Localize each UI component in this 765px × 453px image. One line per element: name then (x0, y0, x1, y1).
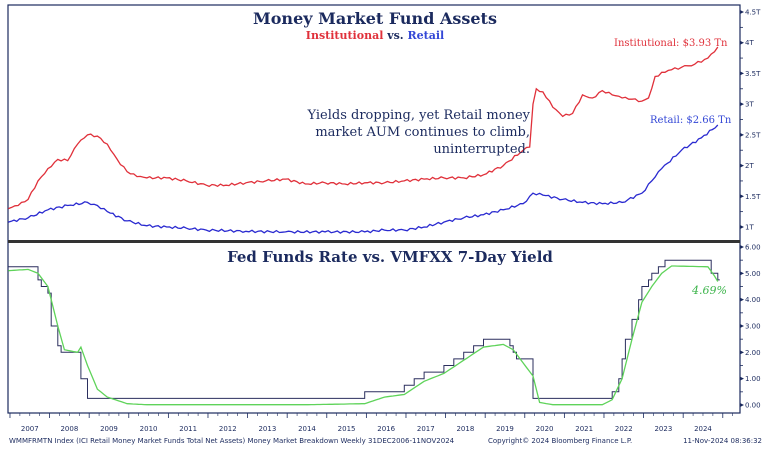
x-tick-label: 2008 (60, 425, 78, 433)
x-tick-label: 2019 (496, 425, 514, 433)
y-tick-label: 3T (745, 101, 754, 109)
footer-timestamp: 11-Nov-2024 08:36:32 (683, 437, 762, 445)
x-tick-label: 2015 (338, 425, 356, 433)
top-chart-title: Money Market Fund Assets (253, 9, 497, 28)
plot-frame (7, 4, 741, 414)
y-tick-mark (740, 40, 744, 45)
y-tick-mark (740, 403, 744, 407)
x-tick-label: 2014 (298, 425, 316, 433)
y-tick-label: 1T (745, 224, 754, 232)
retail-value-label: Retail: $2.66 Tn (650, 115, 732, 126)
y-tick-label: 2T (745, 162, 754, 170)
x-tick-label: 2024 (694, 425, 712, 433)
x-tick-label: 2009 (100, 425, 118, 433)
x-tick-label: 2017 (417, 425, 435, 433)
x-tick-label: 2023 (654, 425, 672, 433)
series-line-vmfxx-7-day-yield (8, 265, 719, 406)
x-tick-label: 2018 (456, 425, 474, 433)
y-tick-mark (740, 324, 744, 328)
y-tick-label: 2.00 (745, 349, 761, 357)
y-tick-mark (740, 376, 744, 381)
subtitle-retail: Retail (407, 29, 445, 42)
subtitle-institutional: Institutional (305, 29, 384, 42)
y-tick-mark (740, 71, 744, 76)
y-tick-label: 5.00 (745, 270, 761, 278)
y-tick-label: 4T (745, 39, 754, 47)
x-tick-label: 2007 (21, 425, 39, 433)
x-tick-label: 2013 (258, 425, 276, 433)
y-tick-mark (740, 194, 744, 199)
annotation-text: Yields dropping, yet Retail money market… (307, 108, 530, 157)
y-tick-label: 6.00 (745, 244, 761, 252)
x-tick-label: 2022 (615, 425, 633, 433)
footer-source: WMMFRMTN Index (ICI Retail Money Market … (9, 437, 455, 445)
y-tick-label: 3.00 (745, 323, 761, 331)
x-tick-label: 2020 (536, 425, 554, 433)
y-tick-mark (740, 163, 744, 168)
y-tick-label: 1.5T (745, 193, 761, 201)
footer-copyright: Copyright© 2024 Bloomberg Finance L.P. (488, 437, 633, 445)
y-tick-mark (740, 10, 744, 14)
y-tick-label: 0.00 (745, 402, 761, 410)
x-tick-label: 2012 (219, 425, 237, 433)
subtitle-vs: vs. (387, 29, 404, 42)
y-tick-label: 4.00 (745, 296, 761, 304)
y-tick-label: 2.5T (745, 131, 761, 139)
series-line-fed-funds-rate (8, 259, 720, 399)
vmfxx-value-label: 4.69% (692, 284, 727, 297)
top-chart-subtitle: Institutional vs. Retail (0, 29, 750, 42)
y-tick-mark (740, 225, 744, 229)
y-tick-mark (740, 132, 744, 137)
y-tick-label: 3.5T (745, 70, 761, 78)
y-tick-mark (740, 297, 744, 302)
y-tick-mark (740, 102, 744, 107)
y-tick-mark (740, 271, 744, 276)
y-tick-label: 1.00 (745, 375, 761, 383)
x-tick-label: 2016 (377, 425, 395, 433)
x-tick-label: 2011 (179, 425, 197, 433)
institutional-value-label: Institutional: $3.93 Tn (614, 38, 728, 49)
series-line-institutional (8, 46, 719, 210)
x-tick-label: 2021 (575, 425, 593, 433)
x-tick-label: 2010 (140, 425, 158, 433)
y-tick-label: 4.5T (745, 9, 761, 17)
y-tick-mark (740, 350, 744, 355)
series-line-retail (8, 124, 719, 234)
y-tick-mark (740, 245, 744, 249)
bottom-chart-title: Fed Funds Rate vs. VMFXX 7-Day Yield (227, 248, 553, 266)
